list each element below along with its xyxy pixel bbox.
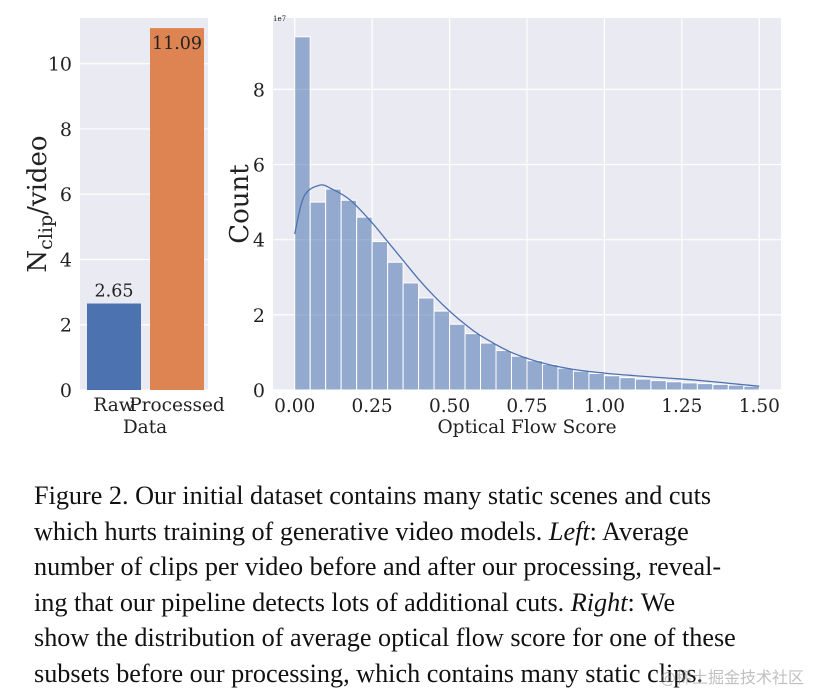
histogram-bar [727,384,745,391]
right-x-axis-label: Optical Flow Score [437,417,616,438]
left-y-tick-label: 8 [60,119,72,141]
right-y-tick-label: 6 [253,155,265,177]
left-y-label-main: N [23,250,53,273]
right-y-tick-label: 2 [253,305,265,327]
left-bar [150,28,204,391]
caption-right-label: Right [570,587,628,617]
right-x-tick-label: 1.00 [584,396,625,417]
histogram-bar [572,370,590,391]
histogram-bar [650,380,667,391]
histogram-bar [541,363,559,391]
histogram-bar [480,342,497,391]
histogram-bar [433,310,451,391]
left-y-label-subscript: clip [35,215,57,250]
left-y-tick-label: 0 [60,380,72,402]
histogram-bar [619,377,636,391]
caption-text: : Average [589,516,689,546]
left-y-tick-label: 6 [60,184,72,206]
histogram-bar [449,323,466,391]
kde-curve [294,184,760,387]
left-bar-chart: 2.65 11.09 0 2 4 6 8 10 Raw Processed Data Ncl… [23,18,225,438]
left-bar-value-label: 2.65 [95,282,134,302]
histogram-bar [557,367,574,391]
caption-line: number of clips per video before and aft… [34,552,722,581]
right-x-tick-label: 0.25 [352,396,393,417]
left-y-tick-label: 4 [60,249,72,271]
caption-text: ing that our pipeline detects lots of ad… [34,587,565,617]
histogram-bar [371,241,389,391]
histogram-bar [743,385,760,391]
right-y-tick-label: 4 [253,230,265,252]
caption-line: Figure 2. Our initial dataset contains m… [34,481,712,510]
right-y-tick-label: 8 [253,79,265,101]
histogram-bar [294,36,311,391]
histogram-bar [325,188,342,391]
caption-line: show the distribution of average optical… [34,623,736,652]
caption-line: ing that our pipeline detects lots of ad… [34,585,794,621]
histogram-bar [526,360,543,391]
left-bar-value-label: 11.09 [152,34,202,54]
right-x-tick-label: 0.75 [506,396,547,417]
left-y-axis-label: Nclip/video [23,135,57,272]
y-scale-offset-label: 1e7 [273,15,286,23]
right-x-tick-label: 1.25 [661,396,702,417]
left-y-tick-label: 10 [48,54,72,76]
caption-line: which hurts training of generative video… [34,514,794,550]
histogram-bar [464,333,482,391]
histogram-bar [696,383,714,391]
right-histogram-chart: 0 2 4 6 8 0.00 0.25 0.50 0.75 1.00 1.25 1.50 1e7 O… [225,15,781,438]
histogram-bar [634,378,652,391]
caption-line: subsets before our processing, which con… [34,658,704,688]
caption-text: which hurts training of generative video… [34,516,543,546]
histogram-bar [603,375,621,391]
left-bar [87,303,141,390]
histogram-bar [387,261,404,391]
right-x-tick-label: 0.50 [429,396,470,417]
histogram-bar [665,381,683,391]
watermark: @稀土掘金技术社区 [660,668,805,687]
histogram-bar [309,201,327,391]
left-y-tick-label: 2 [60,315,72,337]
histogram-bar [495,350,513,391]
left-category-label-raw: Raw [93,395,134,416]
left-x-axis-label: Data [123,417,167,438]
histogram-bar [681,382,698,391]
right-y-tick-label: 0 [253,380,265,402]
histogram-bar [588,372,605,391]
caption-text: : We [627,587,676,617]
right-x-tick-label: 0.00 [274,396,315,417]
right-y-axis-label: Count [225,164,255,244]
caption-left-label: Left [548,516,590,546]
histogram-bar [402,282,420,391]
right-x-tick-label: 1.50 [739,396,780,417]
figure-caption: Figure 2. Our initial dataset contains m… [34,478,794,691]
left-category-label-processed: Processed [129,395,225,416]
histogram-bar [356,216,373,391]
histogram-bar [511,355,528,391]
figure: 2.65 11.09 0 2 4 6 8 10 Raw Processed Data Ncl… [23,15,781,438]
left-y-label-rest: /video [23,135,53,214]
histogram-bar [712,383,729,391]
histogram-bar [418,297,435,391]
histogram-bar [340,199,358,391]
